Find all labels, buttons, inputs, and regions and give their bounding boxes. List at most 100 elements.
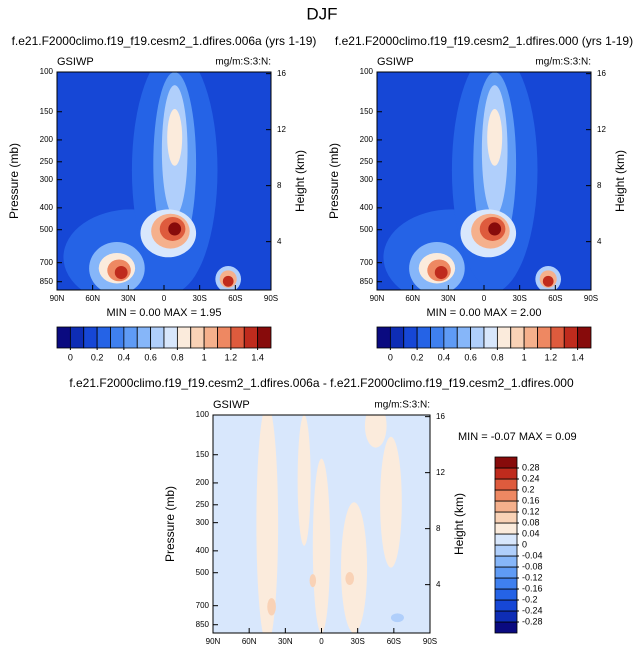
contour-fill: [542, 275, 554, 287]
colorbar-label: 1.2: [545, 352, 558, 362]
colorbar-label: 0.28: [522, 462, 540, 472]
y-tick-label: 250: [360, 157, 374, 166]
x-tick-label: 60S: [228, 294, 242, 303]
colorbar-label: -0.2: [522, 594, 538, 604]
y-tick-label: 850: [40, 277, 54, 286]
y2-tick-label: 16: [597, 69, 606, 78]
colorbar-box: [563, 326, 579, 349]
colorbar-label: 1: [202, 352, 207, 362]
colorbar-box: [577, 326, 592, 349]
panel-title: f.e21.F2000climo.f19_f19.cesm2_1.dfires.…: [69, 376, 574, 390]
colorbar-label: 0.8: [171, 352, 184, 362]
colorbar-label: -0.24: [522, 605, 543, 615]
colorbar-box: [496, 326, 512, 349]
y-tick-label: 500: [196, 568, 210, 577]
colorbar-box: [136, 326, 152, 349]
y-tick-label: 150: [196, 450, 210, 459]
colorbar-box: [494, 456, 518, 469]
contour-fill: [256, 415, 279, 633]
colorbar-label: 0.24: [522, 473, 540, 483]
y2-tick-label: 8: [597, 181, 602, 190]
colorbar-box: [494, 588, 518, 601]
y2-tick-label: 4: [436, 580, 441, 589]
colorbar-box: [494, 577, 518, 590]
x-tick-label: 60N: [85, 294, 100, 303]
colorbar-label: 0.08: [522, 517, 540, 527]
contour-fill: [487, 109, 503, 166]
colorbar-box: [403, 326, 418, 349]
contour-field: [213, 415, 430, 633]
y-tick-label: 250: [196, 500, 210, 509]
x-tick-label: 60S: [548, 294, 562, 303]
colorbar-label: -0.08: [522, 561, 543, 571]
y2-tick-label: 12: [277, 125, 286, 134]
y-tick-label: 700: [360, 258, 374, 267]
y-tick-label: 150: [360, 107, 374, 116]
y2-axis-label: Height (km): [293, 150, 307, 212]
colorbar-box: [163, 326, 178, 349]
contour-fill: [309, 574, 317, 588]
contour-fill: [168, 222, 182, 236]
contour-fill: [345, 571, 355, 586]
y-tick-label: 200: [40, 135, 54, 144]
y2-tick-label: 8: [277, 181, 282, 190]
colorbar: 0 0.2 0.4 0.6 0.8 1 1.2 1.4: [56, 326, 272, 362]
x-tick-label: 90N: [206, 637, 221, 646]
y2-axis-label: Height (km): [613, 150, 627, 212]
colorbar-box: [494, 511, 518, 524]
colorbar-box: [456, 326, 472, 349]
x-tick-label: 30N: [278, 637, 293, 646]
colorbar-label: 0.12: [522, 506, 540, 516]
panel-title: f.e21.F2000climo.f19_f19.cesm2_1.dfires.…: [335, 34, 633, 48]
colorbar-box: [523, 326, 538, 349]
colorbar-label: 0.2: [91, 352, 104, 362]
colorbar-box: [494, 610, 518, 623]
colorbar-label: -0.12: [522, 572, 543, 582]
colorbar-box: [494, 467, 518, 480]
subtitle-left: GSIWP: [377, 56, 414, 68]
x-tick-label: 60N: [242, 637, 257, 646]
colorbar-label: 0.8: [491, 352, 504, 362]
x-tick-label: 90S: [423, 637, 437, 646]
colorbar-box: [243, 326, 259, 349]
colorbar-box: [494, 478, 518, 491]
y-tick-label: 250: [40, 157, 54, 166]
y-axis-label: Pressure (mb): [7, 143, 21, 219]
colorbar-box: [494, 533, 518, 546]
colorbar-box: [494, 599, 518, 612]
colorbar-label: 0.2: [522, 484, 535, 494]
colorbar-label: 0: [68, 352, 73, 362]
colorbar-label: -0.16: [522, 583, 543, 593]
colorbar-box: [494, 500, 518, 513]
y-tick-label: 100: [360, 67, 374, 76]
colorbar-box: [110, 326, 125, 349]
colorbar-box: [494, 522, 518, 535]
colorbar-box: [430, 326, 445, 349]
panel: f.e21.F2000climo.f19_f19.cesm2_1.dfires.…: [69, 376, 576, 646]
y2-tick-label: 16: [277, 69, 286, 78]
colorbar-label: 1.4: [571, 352, 584, 362]
x-tick-label: 30S: [193, 294, 207, 303]
x-tick-label: 30N: [441, 294, 456, 303]
y2-tick-label: 16: [436, 412, 445, 421]
colorbar-box: [56, 326, 71, 349]
contour-fill: [297, 415, 311, 546]
contour-fill: [390, 613, 404, 623]
y2-tick-label: 8: [436, 524, 441, 533]
y-tick-label: 400: [360, 203, 374, 212]
colorbar: 0.280.240.20.160.120.080.040-0.04-0.08-0…: [494, 456, 543, 634]
colorbar-box: [494, 621, 518, 634]
colorbar-box: [494, 555, 518, 568]
y-axis-label: Pressure (mb): [327, 143, 341, 219]
y-tick-label: 500: [360, 225, 374, 234]
x-tick-label: 90S: [584, 294, 598, 303]
y2-tick-label: 12: [597, 125, 606, 134]
y-axis-label: Pressure (mb): [163, 486, 177, 562]
colorbar-box: [510, 326, 525, 349]
panel-title: f.e21.F2000climo.f19_f19.cesm2_1.dfires.…: [12, 34, 317, 48]
contour-fill: [380, 436, 402, 568]
colorbar-box: [494, 544, 518, 557]
colorbar-box: [494, 489, 518, 502]
x-tick-label: 60N: [405, 294, 420, 303]
